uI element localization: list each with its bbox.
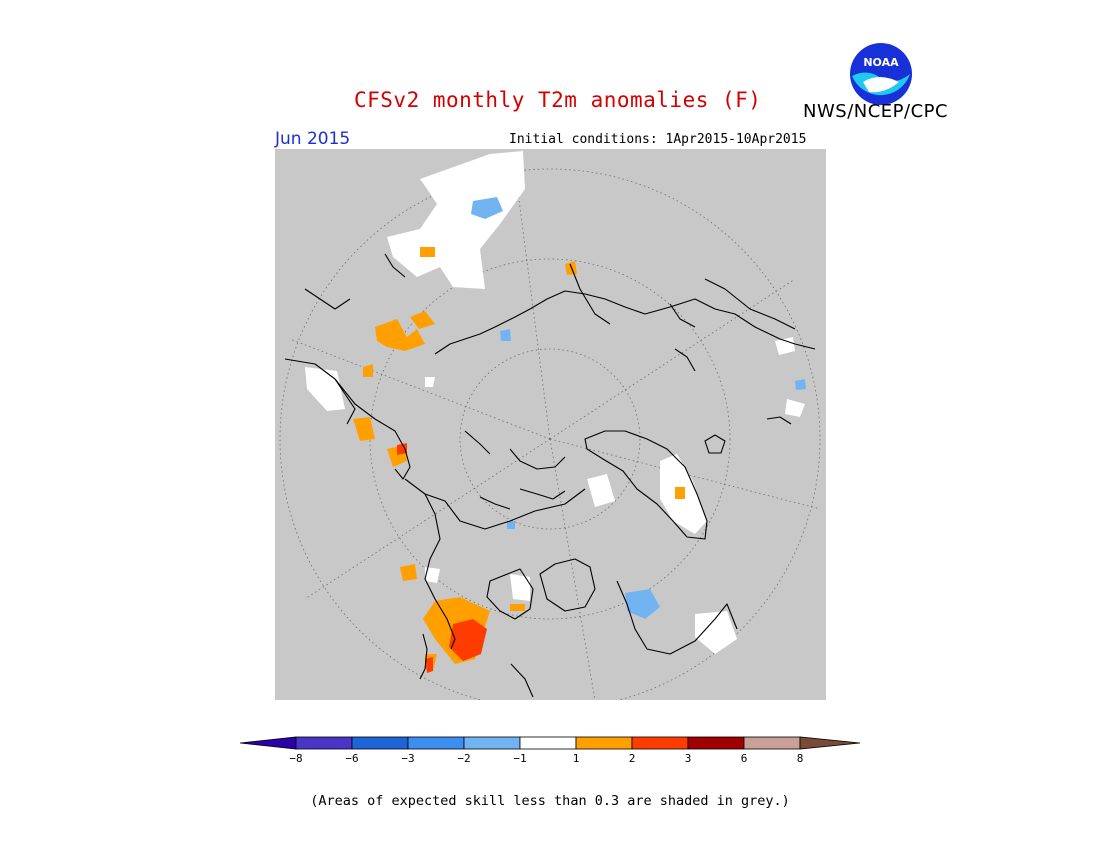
colorbar-bin [687,736,745,750]
initial-conditions: Initial conditions: 1Apr2015-10Apr2015 [509,132,807,147]
graticule [279,168,821,700]
colorbar-bin [519,736,577,750]
colorbar-tick-label: 6 [740,752,748,765]
colorbar-tick-label: −1 [513,752,527,765]
colorbar-tick-label: −8 [289,752,303,765]
colorbar-tick-label: −3 [401,752,415,765]
colorbar-bin [407,736,465,750]
coastlines [284,253,816,698]
colorbar-bin [575,736,633,750]
colorbar-bin [463,736,521,750]
colorbar-arrow-high [799,736,861,750]
colorbar [239,736,861,750]
colorbar-tick-label: 2 [628,752,636,765]
footnote: (Areas of expected skill less than 0.3 a… [310,793,790,809]
colorbar-bin [295,736,353,750]
colorbar-tick-label: 1 [572,752,580,765]
org-label: NWS/NCEP/CPC [803,101,949,122]
anomaly-blue [471,197,806,619]
colorbar-arrow-low [239,736,297,750]
colorbar-bin [743,736,801,750]
chart-title: CFSv2 monthly T2m anomalies (F) [354,88,762,112]
anomaly-red [397,443,487,673]
colorbar-tick-label: −6 [345,752,359,765]
colorbar-bin [631,736,689,750]
colorbar-tick-label: 3 [684,752,692,765]
colorbar-bin [351,736,409,750]
month-label: Jun 2015 [275,129,351,149]
noaa-logo: NOAA [850,43,912,105]
colorbar-tick-label: 8 [796,752,804,765]
colorbar-tick-label: −2 [457,752,471,765]
anomaly-map [275,149,826,700]
logo-text: NOAA [863,56,899,69]
